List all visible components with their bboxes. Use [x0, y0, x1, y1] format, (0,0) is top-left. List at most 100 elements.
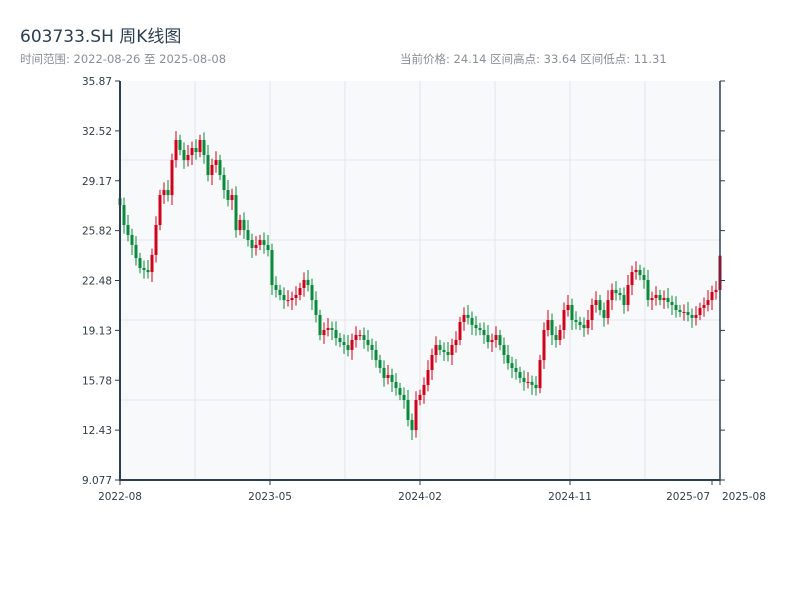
- candle-down: [522, 377, 526, 382]
- candle-up: [154, 225, 158, 255]
- y-tick-label: 22.48: [82, 276, 112, 288]
- candle-up: [358, 335, 362, 337]
- candle-down: [274, 285, 278, 290]
- y-tick-label: 15.78: [82, 375, 112, 387]
- candle-down: [498, 335, 502, 346]
- candle-up: [626, 285, 630, 305]
- candle-down: [338, 338, 342, 343]
- candle-down: [266, 244, 270, 251]
- candle-down: [342, 342, 346, 346]
- candle-down: [194, 148, 198, 153]
- candle-down: [394, 381, 398, 389]
- candle-down: [182, 149, 186, 161]
- x-tick-label: 2024-02: [398, 491, 442, 503]
- x-tick-label: 2025-08: [722, 491, 766, 503]
- candle-down: [658, 294, 662, 301]
- candle-up: [162, 190, 166, 196]
- x-tick-label: 2024-11: [548, 491, 592, 503]
- candle-up: [526, 381, 530, 383]
- candle-down: [582, 324, 586, 329]
- x-tick-label: 2025-07: [666, 491, 710, 503]
- candle-down: [514, 367, 518, 372]
- candle-up: [698, 307, 702, 315]
- candle-up: [298, 287, 302, 295]
- candle-down: [642, 275, 646, 280]
- candle-down: [370, 345, 374, 350]
- y-tick-label: 19.13: [82, 325, 112, 337]
- candle-down: [178, 139, 182, 150]
- candle-down: [446, 352, 450, 356]
- candle-down: [666, 297, 670, 302]
- candle-down: [550, 320, 554, 336]
- candle-up: [538, 360, 542, 389]
- candle-down: [502, 345, 506, 356]
- candle-up: [294, 294, 298, 298]
- y-tick-label: 12.43: [82, 425, 112, 437]
- candle-down: [578, 321, 582, 325]
- candle-down: [510, 363, 514, 368]
- candle-up: [606, 300, 610, 318]
- candle-down: [686, 311, 690, 315]
- candle-up: [174, 139, 178, 161]
- candle-down: [362, 335, 366, 340]
- candle-up: [462, 314, 466, 322]
- candle-down: [330, 328, 334, 330]
- candle-down: [166, 190, 170, 196]
- candle-up: [286, 300, 290, 302]
- candle-down: [518, 371, 522, 378]
- candle-up: [170, 160, 174, 196]
- candle-up: [254, 244, 258, 248]
- date-range: 时间范围: 2022-08-26 至 2025-08-08: [20, 52, 227, 66]
- candle-down: [406, 399, 410, 420]
- candle-up: [546, 320, 550, 330]
- candle-down: [570, 304, 574, 321]
- candle-up: [430, 355, 434, 371]
- candle-up: [630, 272, 634, 286]
- candle-up: [458, 321, 462, 340]
- candle-down: [614, 289, 618, 294]
- candle-down: [530, 381, 534, 385]
- candle-down: [382, 367, 386, 378]
- candle-up: [682, 311, 686, 313]
- candle-up: [418, 394, 422, 400]
- candle-down: [466, 314, 470, 318]
- candle-down: [206, 155, 210, 175]
- candle-down: [622, 294, 626, 305]
- candle-down: [486, 335, 490, 343]
- price-stats: 当前价格: 24.14 区间高点: 33.64 区间低点: 11.31: [400, 52, 667, 66]
- candle-down: [138, 258, 142, 269]
- candle-down: [574, 320, 578, 322]
- candle-down: [346, 345, 350, 350]
- candle-up: [710, 292, 714, 301]
- candle-up: [562, 310, 566, 330]
- candle-up: [230, 195, 234, 200]
- candle-down: [130, 234, 134, 245]
- candle-down: [506, 355, 510, 364]
- candle-down: [334, 329, 338, 339]
- candle-up: [706, 300, 710, 305]
- candle-down: [226, 190, 230, 200]
- candle-down: [678, 310, 682, 312]
- candle-up: [490, 339, 494, 343]
- candle-up: [322, 329, 326, 336]
- candle-up: [610, 289, 614, 301]
- candle-down: [250, 240, 254, 248]
- candle-up: [714, 289, 718, 293]
- y-tick-label: 32.52: [82, 126, 112, 138]
- candle-up: [494, 335, 498, 340]
- y-tick-label: 25.82: [82, 226, 112, 238]
- candle-down: [122, 205, 126, 226]
- candle-down: [690, 314, 694, 318]
- candle-up: [422, 384, 426, 395]
- candle-up: [190, 148, 194, 156]
- x-tick-label: 2022-08: [98, 491, 142, 503]
- candle-up: [258, 240, 262, 245]
- candle-down: [598, 300, 602, 311]
- candle-down: [554, 335, 558, 340]
- candle-down: [242, 219, 246, 231]
- chart-title: 603733.SH 周K线图: [20, 27, 182, 47]
- candle-up: [450, 345, 454, 356]
- candle-up: [238, 219, 242, 231]
- candle-up: [426, 370, 430, 385]
